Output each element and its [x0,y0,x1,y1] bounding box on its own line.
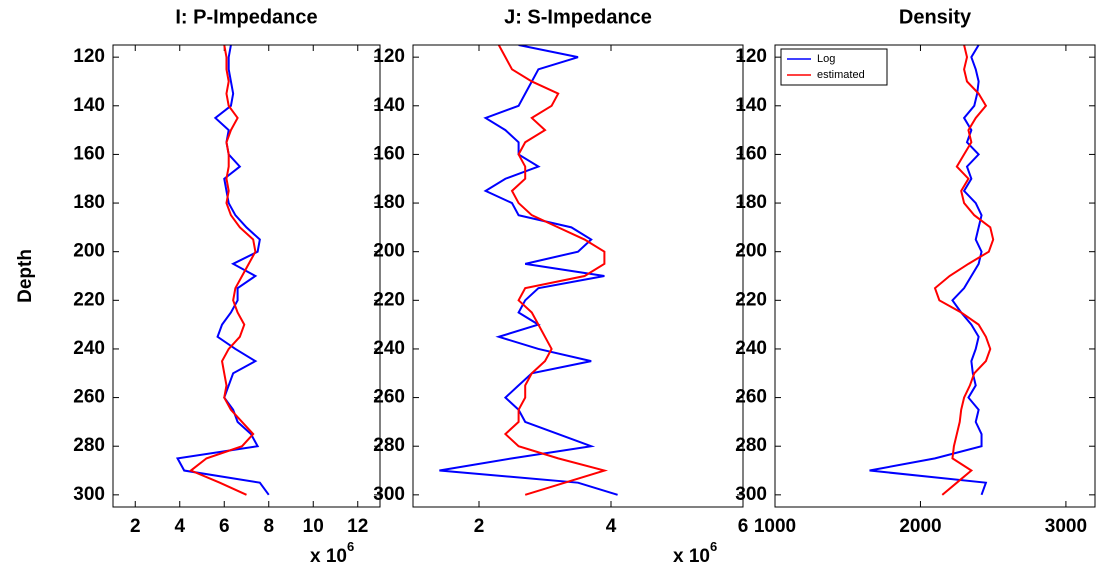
y-tick-label: 180 [73,192,105,213]
y-tick-label: 160 [73,143,105,164]
x-tick-label: 8 [263,516,274,537]
x-tick-label: 12 [347,516,368,537]
x-tick-label: 1000 [754,516,796,537]
y-tick-label: 120 [735,46,767,67]
x-tick-label: 4 [174,516,185,537]
series-line [869,45,988,496]
y-tick-label: 300 [73,484,105,505]
x-tick-label: 10 [303,516,324,537]
y-tick-label: 160 [735,143,767,164]
y-tick-label: 180 [735,192,767,213]
y-tick-label: 180 [373,192,405,213]
y-tick-label: 200 [735,241,767,262]
chart-title: I: P-Impedance [175,6,317,28]
x-axis-label-base: x 10 [673,546,710,567]
x-tick-label: 2 [474,516,485,537]
y-tick-label: 120 [373,46,405,67]
y-tick-label: 260 [373,387,405,408]
legend-label: estimated [817,69,865,81]
y-tick-label: 200 [373,241,405,262]
y-tick-label: 220 [735,289,767,310]
plot-area [775,45,1095,507]
y-tick-label: 240 [73,338,105,359]
x-axis-label: x 106 [673,539,717,567]
x-tick-label: 4 [606,516,617,537]
y-tick-label: 280 [373,435,405,456]
panel: J: S-Impedance 120 140 160 180 200 220 240 260 28… [373,6,748,567]
y-tick-label: 280 [73,435,105,456]
y-tick-label: 200 [73,241,105,262]
chart-title: Density [899,6,972,28]
y-tick-label: 120 [73,46,105,67]
y-tick-label: 240 [735,338,767,359]
series-line [933,45,995,496]
x-axis-label-base: x 10 [310,546,347,567]
y-tick-label: 220 [73,289,105,310]
x-tick-label: 2 [130,516,141,537]
y-tick-label: 140 [373,95,405,116]
plot-area [113,45,380,507]
x-tick-label: 6 [219,516,230,537]
x-axis-label-exponent: 6 [347,539,354,554]
legend-label: Log [817,53,835,65]
x-tick-label: 6 [738,516,749,537]
legend-box [780,48,888,86]
plot-area [413,45,743,507]
x-axis-label: x 106 [310,539,354,567]
plot-frame [774,44,1096,508]
plot-frame [112,44,381,508]
y-tick-label: 260 [735,387,767,408]
y-tick-label: 260 [73,387,105,408]
x-axis-label-exponent: 6 [710,539,717,554]
y-tick-label: 280 [735,435,767,456]
y-tick-label: 140 [735,95,767,116]
y-tick-label: 220 [373,289,405,310]
chart-title: J: S-Impedance [504,6,652,28]
y-tick-label: 140 [73,95,105,116]
series-line [188,45,257,496]
series-line [439,45,618,496]
series-line [497,45,609,496]
y-tick-label: 300 [373,484,405,505]
panel: Density 120 140 160 180 200 220 240 260 280 300 100… [735,6,1096,537]
y-tick-label: 240 [373,338,405,359]
panel: I: P-Impedance12014016018020022024026028… [15,6,381,567]
y-axis-label: Depth [15,249,36,303]
plot-frame [412,44,744,508]
y-tick-label: 160 [373,143,405,164]
y-tick-label: 300 [735,484,767,505]
x-tick-label: 2000 [899,516,941,537]
x-tick-label: 3000 [1045,516,1087,537]
